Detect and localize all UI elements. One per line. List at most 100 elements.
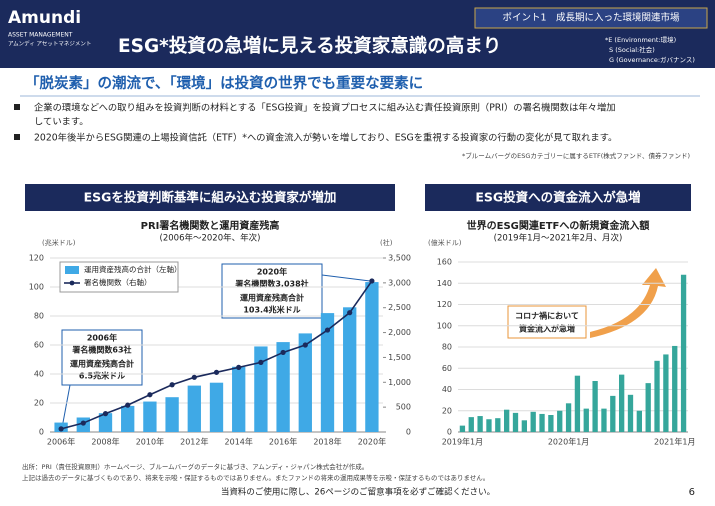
esg-note: *E (Environment:環境) bbox=[605, 35, 676, 44]
annotation: 2020年 bbox=[257, 267, 287, 277]
x-tick-label: 2014年 bbox=[225, 437, 253, 447]
section-title: ESG投資への資金流入が急増 bbox=[475, 190, 640, 205]
y-tick-label: 140 bbox=[437, 279, 452, 288]
bar bbox=[610, 395, 616, 432]
y-tick-label: 20 bbox=[442, 406, 452, 415]
y-tick-label: 80 bbox=[34, 312, 44, 321]
bar bbox=[320, 313, 335, 432]
point bbox=[324, 327, 331, 333]
x-tick-label: 2006年 bbox=[47, 437, 75, 447]
bar bbox=[298, 333, 312, 432]
bar bbox=[143, 401, 157, 432]
y-tick-label: 60 bbox=[442, 364, 452, 373]
point bbox=[125, 402, 131, 408]
annotation: 資金流入が急増 bbox=[519, 324, 575, 334]
bar bbox=[468, 417, 474, 432]
point bbox=[280, 349, 286, 356]
legend-label: 署名機関数（右軸） bbox=[84, 277, 152, 287]
annotation: 運用資産残高合計 bbox=[240, 293, 304, 303]
y-axis-title: (億米ドル) bbox=[428, 238, 462, 247]
section-box bbox=[425, 184, 691, 211]
caution: 当資料のご使用に際し、26ページのご留意事項を必ずご確認ください。 bbox=[221, 487, 495, 498]
bar bbox=[365, 282, 379, 432]
bar bbox=[548, 415, 554, 432]
y2-tick-label: 2,500 bbox=[388, 303, 411, 312]
y-axis-title: (兆米ドル) bbox=[42, 238, 76, 247]
y2-tick-label: 3,000 bbox=[388, 278, 411, 287]
logo-jp: アムンディ アセットマネジメント bbox=[8, 40, 91, 48]
bar bbox=[565, 403, 572, 432]
esg-note: G (Governance:ガバナンス) bbox=[609, 55, 695, 64]
point bbox=[302, 342, 308, 348]
source: 上記は過去のデータに基づくものであり、将来を示唆・保証するものではありません。ま… bbox=[22, 473, 489, 482]
x-tick-label: 2019年1月 bbox=[442, 437, 483, 447]
x-tick-label: 2010年 bbox=[136, 437, 164, 447]
logo: Amundi bbox=[8, 8, 81, 28]
bar bbox=[165, 397, 179, 432]
bar bbox=[627, 394, 634, 432]
tag: ポイント1 成長期に入った環境関連市場 bbox=[502, 12, 680, 24]
section-title: ESGを投資判断基準に組み込む投資家が増加 bbox=[84, 190, 337, 205]
bar bbox=[254, 346, 268, 432]
legend-swatch bbox=[65, 266, 79, 274]
annotation: 運用資産残高合計 bbox=[70, 359, 134, 369]
x-tick-label: 2012年 bbox=[180, 437, 208, 447]
point bbox=[347, 310, 353, 316]
annotation-box bbox=[221, 263, 323, 319]
bar bbox=[477, 416, 483, 432]
point bbox=[169, 382, 175, 388]
bullet-mark bbox=[14, 134, 20, 140]
annotation: 6.5兆米ドル bbox=[79, 371, 125, 381]
point bbox=[191, 374, 197, 380]
bar bbox=[276, 342, 290, 432]
y-tick-label: 160 bbox=[437, 258, 452, 267]
bar bbox=[592, 381, 598, 432]
annotation-pointer bbox=[61, 384, 71, 429]
charts: 0 20 40 60 80 100 120 0 500 1,000 1,500 2,000 2,500 3… bbox=[29, 254, 696, 447]
legend-label: 運用資産残高の合計（左軸） bbox=[84, 264, 182, 274]
annotation: 署名機関数3,038社 bbox=[234, 279, 308, 289]
section-box bbox=[25, 184, 395, 211]
bar bbox=[486, 419, 492, 432]
bar bbox=[672, 345, 678, 432]
point bbox=[147, 392, 153, 398]
x-tick-label: 2020年1月 bbox=[548, 437, 589, 447]
y2-tick-label: 2,000 bbox=[388, 328, 411, 337]
y-tick-label: 40 bbox=[34, 370, 44, 379]
chart-subtitle: (2019年1月～2021年2月、月次) bbox=[494, 233, 623, 244]
y-tick-label: 0 bbox=[447, 428, 452, 437]
annotation-box bbox=[61, 329, 143, 386]
y-tick-label: 100 bbox=[437, 321, 452, 330]
annotation: コロナ禍において bbox=[515, 311, 579, 321]
point bbox=[80, 420, 86, 426]
bullet: 企業の環境などへの取り組みを投資判断の材料とする「ESG投資」を投資プロセスに組… bbox=[34, 102, 616, 114]
note: *ブルームバーグのESGカテゴリーに属するETF(株式ファンド、債券ファンド) bbox=[462, 151, 690, 160]
annotation-pointer bbox=[321, 274, 371, 282]
bar bbox=[343, 307, 357, 432]
y2-tick-label: 500 bbox=[396, 403, 411, 412]
x-tick-label: 2021年1月 bbox=[654, 437, 695, 447]
bar bbox=[645, 383, 651, 432]
title: ESG*投資の急増に見える投資家意識の高まり bbox=[118, 35, 501, 57]
y-tick-label: 0 bbox=[39, 428, 44, 437]
y2-tick-label: 1,000 bbox=[388, 378, 411, 387]
bar bbox=[521, 420, 527, 432]
trend-arrow bbox=[590, 268, 666, 338]
y2-axis-title: (社) bbox=[380, 238, 393, 247]
bar bbox=[539, 413, 545, 432]
bullet: 2020年後半からESG関連の上場投資信託（ETF）*への資金流入が勢いを増して… bbox=[34, 132, 617, 144]
legend-box bbox=[59, 261, 179, 293]
bar bbox=[636, 410, 642, 432]
chart-subtitle: (2006年～2020年、年次) bbox=[160, 233, 261, 244]
bar bbox=[504, 409, 510, 432]
point bbox=[58, 426, 64, 432]
bar bbox=[98, 413, 113, 432]
legend-swatch bbox=[69, 280, 75, 286]
point bbox=[102, 411, 109, 417]
y-tick-label: 80 bbox=[442, 343, 452, 352]
bar bbox=[601, 408, 607, 432]
y-tick-label: 120 bbox=[29, 254, 44, 263]
annotation: 署名機関数63社 bbox=[71, 345, 131, 355]
annotation-box bbox=[507, 305, 587, 339]
